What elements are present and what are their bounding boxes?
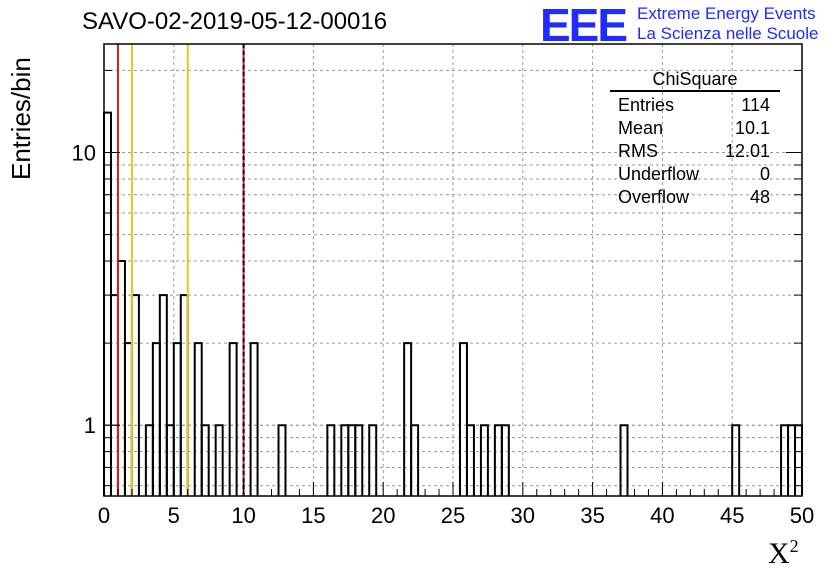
stats-row-mean: Mean 10.1	[610, 117, 780, 140]
histogram-bin	[116, 260, 126, 496]
eee-logo: EEE Extreme Energy Events La Scienza nel…	[540, 0, 830, 51]
histogram-bin	[228, 342, 238, 496]
histogram-bin	[109, 294, 119, 496]
histogram-bin	[151, 342, 161, 496]
stats-value: 0	[759, 164, 770, 184]
histogram-bin	[410, 424, 420, 496]
stats-row-entries: Entries 114	[610, 94, 780, 117]
stats-box: ChiSquare Entries 114 Mean 10.1 RMS 12.0…	[610, 68, 780, 209]
histogram-bin	[179, 294, 189, 496]
stats-key: Mean	[618, 118, 664, 138]
histogram-bin	[479, 424, 489, 496]
logo-mark: EEE	[540, 0, 628, 51]
histogram-bin	[368, 424, 378, 496]
histogram-bin	[200, 424, 210, 496]
stats-value: 10.1	[734, 118, 770, 138]
stats-row-rms: RMS 12.01	[610, 140, 780, 163]
x-tick-label: 45	[720, 503, 744, 528]
histogram-bin	[731, 424, 741, 496]
x-tick-label: 35	[580, 503, 604, 528]
stats-key: Overflow	[618, 187, 690, 207]
histogram-bin	[172, 342, 182, 496]
x-tick-label: 20	[371, 503, 395, 528]
logo-line-2: La Scienza nelle Scuole	[637, 24, 819, 43]
stats-key: Entries	[618, 95, 675, 115]
histogram-bin	[130, 294, 140, 496]
stats-value: 12.01	[724, 141, 770, 161]
x-tick-label: 50	[790, 503, 814, 528]
histogram-bin	[193, 342, 203, 496]
stats-value: 114	[741, 95, 770, 115]
stats-divider	[610, 90, 780, 92]
histogram-bin	[458, 342, 468, 496]
histogram-bin	[277, 424, 287, 496]
x-tick-label: 15	[301, 503, 325, 528]
y-tick-label: 1	[84, 413, 96, 438]
histogram-bin	[500, 424, 510, 496]
x-tick-label: 0	[98, 503, 110, 528]
histogram-bin	[103, 111, 112, 496]
x-axis-label-base: X	[768, 537, 790, 570]
x-tick-label: 40	[650, 503, 674, 528]
histogram-bin	[619, 424, 629, 496]
histogram-bin	[123, 342, 133, 496]
stats-value: 48	[749, 187, 770, 207]
histogram-bin	[214, 424, 224, 496]
x-axis-label-sup: 2	[789, 536, 799, 556]
histogram-bin	[249, 342, 259, 496]
y-tick-label: 10	[72, 141, 96, 166]
histogram-bin	[158, 294, 168, 496]
stats-key: Underflow	[618, 164, 700, 184]
x-tick-label: 5	[168, 503, 180, 528]
x-tick-label: 30	[511, 503, 535, 528]
stats-row-underflow: Underflow 0	[610, 163, 780, 186]
histogram-bin	[326, 424, 336, 496]
logo-line-1: Extreme Energy Events	[637, 4, 816, 23]
stats-row-overflow: Overflow 48	[610, 186, 780, 209]
x-axis-label: X2	[768, 536, 799, 571]
x-tick-label: 10	[231, 503, 255, 528]
histogram-bin	[403, 342, 413, 496]
x-tick-label: 25	[441, 503, 465, 528]
histogram-bin	[354, 424, 364, 496]
chart-title: SAVO-02-2019-05-12-00016	[82, 8, 388, 35]
stats-key: RMS	[618, 141, 658, 161]
stats-title: ChiSquare	[652, 69, 738, 89]
histogram-bin	[465, 424, 475, 496]
y-axis-label: Entries/bin	[6, 57, 36, 180]
